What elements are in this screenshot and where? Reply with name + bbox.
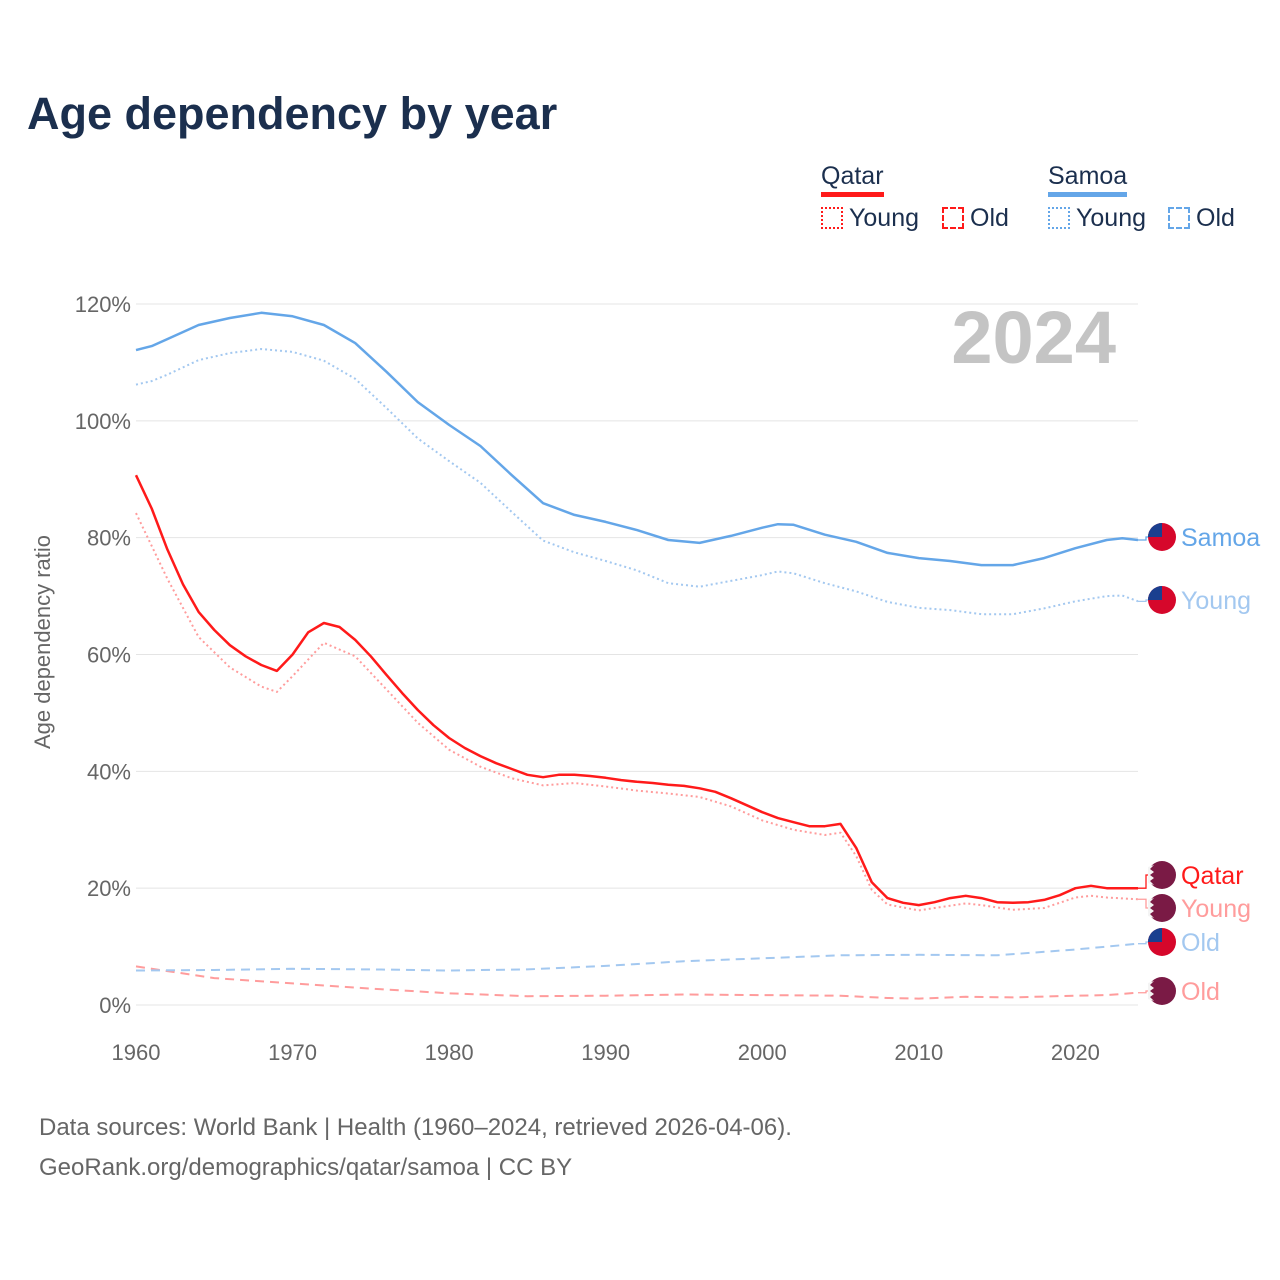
y-axis-label: Age dependency ratio [30, 535, 55, 749]
legend-label: Young [849, 204, 919, 232]
end-label-qatar: Qatar [1181, 862, 1244, 890]
end-label-samoa-young: Young [1181, 587, 1251, 615]
x-tick-label: 2020 [1051, 1040, 1100, 1065]
y-tick-label: 0% [99, 993, 131, 1018]
qatar-flag-icon [1148, 977, 1176, 1005]
footer: Data sources: World Bank | Health (1960–… [39, 1108, 792, 1188]
series-line-qatar-old [135, 965, 1139, 1000]
qatar-flag-icon [1148, 861, 1176, 889]
x-tick-label: 1990 [581, 1040, 630, 1065]
x-tick-label: 1960 [112, 1040, 161, 1065]
samoa-flag-canton [1148, 523, 1162, 537]
legend-qatar[interactable]: Qatar [821, 162, 884, 197]
samoa-flag-canton [1148, 928, 1162, 942]
legend-qatar-young[interactable]: Young [821, 204, 919, 233]
legend-samoa[interactable]: Samoa [1048, 162, 1128, 197]
end-label-samoa-old: Old [1181, 929, 1220, 957]
chart-title: Age dependency by year [27, 88, 558, 139]
dashed-swatch-icon [1168, 207, 1190, 229]
legend-label: Old [1196, 204, 1235, 232]
legend-label: Young [1076, 204, 1146, 232]
legend-qatar-old[interactable]: Old [942, 204, 1009, 233]
end-label-samoa: Samoa [1181, 524, 1260, 552]
series-line-samoa-old [135, 942, 1139, 972]
x-tick-label: 2000 [738, 1040, 787, 1065]
legend-samoa-old[interactable]: Old [1168, 204, 1235, 233]
qatar-flag-serration [1148, 898, 1154, 918]
legend-samoa-young[interactable]: Young [1048, 204, 1146, 233]
dotted-swatch-icon [821, 207, 843, 229]
dotted-swatch-icon [1048, 207, 1070, 229]
series-line-qatar [134, 474, 1138, 907]
qatar-flag-serration [1148, 865, 1154, 885]
x-tick-label: 2010 [894, 1040, 943, 1065]
footer-sources: Data sources: World Bank | Health (1960–… [39, 1114, 792, 1141]
y-tick-label: 40% [87, 759, 131, 784]
legend-label: Old [970, 204, 1009, 232]
end-label-qatar-young: Young [1181, 895, 1251, 923]
y-tick-label: 80% [87, 526, 131, 551]
series-line-samoa [135, 311, 1139, 567]
y-tick-label: 120% [75, 292, 131, 317]
x-tick-label: 1970 [268, 1040, 317, 1065]
end-label-qatar-old: Old [1181, 978, 1220, 1006]
legend-samoa-label: Samoa [1048, 162, 1128, 197]
legend-qatar-label: Qatar [821, 162, 884, 197]
y-tick-label: 20% [87, 876, 131, 901]
series-line-qatar-young [135, 512, 1139, 912]
dashed-swatch-icon [942, 207, 964, 229]
year-watermark: 2024 [951, 296, 1116, 379]
footer-link[interactable]: GeoRank.org/demographics/qatar/samoa | C… [39, 1154, 573, 1181]
qatar-flag-serration [1148, 981, 1154, 1001]
x-tick-label: 1980 [425, 1040, 474, 1065]
y-tick-label: 60% [87, 643, 131, 668]
samoa-flag-canton [1148, 586, 1162, 600]
y-tick-label: 100% [75, 409, 131, 434]
series-line-samoa-young [135, 348, 1139, 616]
qatar-flag-icon [1148, 894, 1176, 922]
